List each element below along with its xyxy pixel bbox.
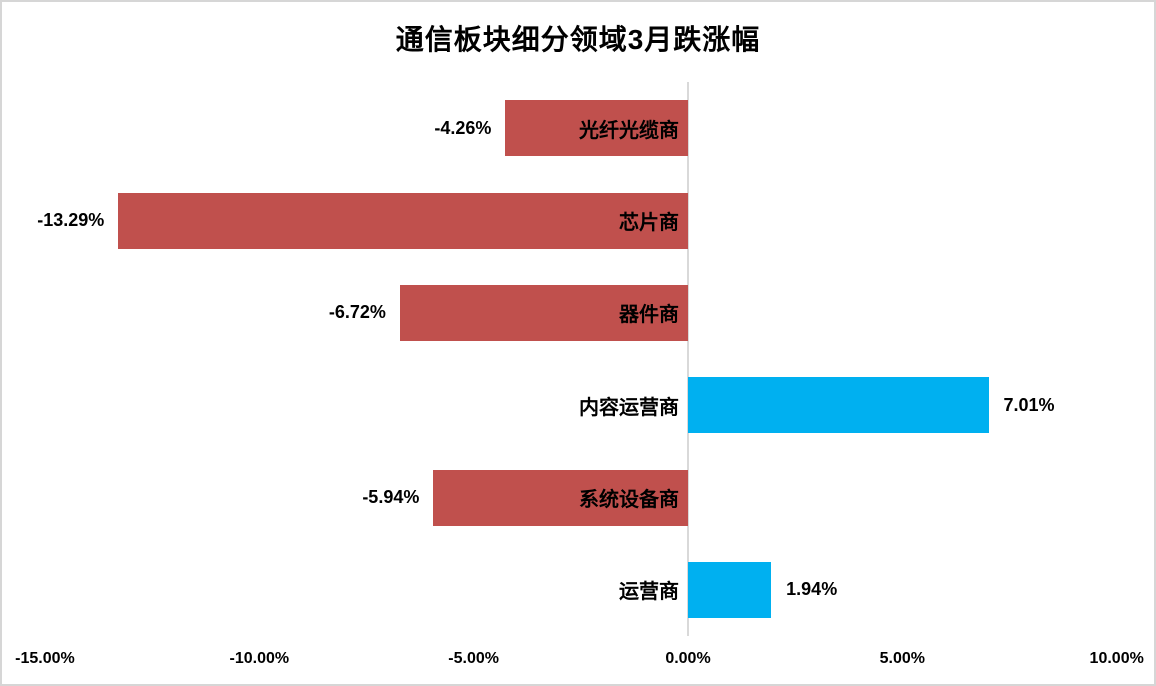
category-label: 器件商 — [619, 304, 679, 327]
x-axis-tick-label: 10.00% — [1089, 650, 1144, 667]
x-axis-tick-label: 0.00% — [665, 650, 711, 667]
chart-title: 通信板块细分领域3月跌涨幅 — [395, 24, 761, 55]
bar-negative — [433, 469, 688, 526]
x-axis-tick-label: 5.00% — [879, 650, 926, 667]
value-label: -4.26% — [434, 117, 492, 138]
value-label: 1.94% — [786, 579, 838, 600]
bar-negative — [399, 284, 688, 341]
category-label: 芯片商 — [619, 212, 679, 234]
category-label: 内容运营商 — [579, 396, 679, 419]
x-axis-tick-label: -15.00% — [15, 650, 75, 667]
zero-axis-line — [687, 82, 689, 636]
value-label: 7.01% — [1003, 394, 1055, 415]
category-label: 光纤光缆商 — [579, 119, 679, 142]
bar-positive — [688, 561, 772, 618]
x-axis-tick-label: -10.00% — [229, 650, 290, 667]
category-label: 运营商 — [619, 581, 679, 604]
value-label: -5.94% — [362, 487, 420, 507]
x-axis-tick-label: -5.00% — [448, 650, 499, 667]
bar-negative — [505, 100, 688, 157]
category-label: 系统设备商 — [579, 489, 679, 511]
bar-negative — [118, 192, 688, 249]
value-label: -6.72% — [328, 302, 386, 323]
value-label: -13.29% — [37, 210, 105, 230]
bar-positive — [688, 377, 989, 434]
